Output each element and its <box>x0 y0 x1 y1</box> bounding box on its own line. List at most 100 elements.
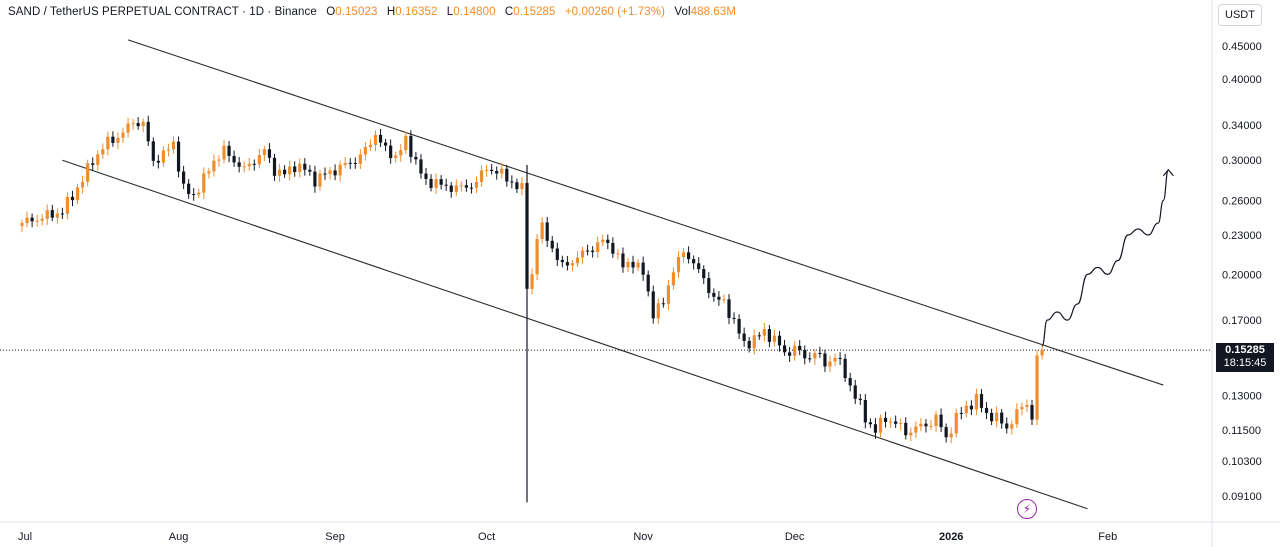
candle-body[interactable] <box>318 173 322 187</box>
candle-body[interactable] <box>45 210 49 219</box>
candle-body[interactable] <box>676 257 681 273</box>
candle-body[interactable] <box>464 185 468 188</box>
candle-body[interactable] <box>565 262 569 266</box>
candle-body[interactable] <box>762 329 766 336</box>
candle-body[interactable] <box>434 179 438 188</box>
candle-body[interactable] <box>262 149 266 156</box>
candle-body[interactable] <box>742 333 746 341</box>
candle-body[interactable] <box>515 182 519 190</box>
candle-body[interactable] <box>798 345 802 350</box>
candle-body[interactable] <box>924 423 928 427</box>
candle-body[interactable] <box>550 240 554 249</box>
candle-body[interactable] <box>414 156 418 160</box>
candle-body[interactable] <box>171 141 176 150</box>
candle-body[interactable] <box>505 168 509 182</box>
candle-body[interactable] <box>596 242 600 253</box>
candle-body[interactable] <box>404 135 408 151</box>
candle-body[interactable] <box>525 183 529 289</box>
candle-body[interactable] <box>692 259 696 264</box>
candle-body[interactable] <box>944 427 948 438</box>
candle-body[interactable] <box>363 147 367 155</box>
candle-body[interactable] <box>979 394 984 408</box>
candle-body[interactable] <box>803 349 807 359</box>
candle-body[interactable] <box>656 303 660 319</box>
candle-body[interactable] <box>894 421 898 424</box>
candle-body[interactable] <box>232 155 236 163</box>
candle-body[interactable] <box>419 159 423 174</box>
candle-body[interactable] <box>267 149 272 158</box>
candle-body[interactable] <box>671 272 676 286</box>
candle-body[interactable] <box>1005 423 1009 429</box>
candle-body[interactable] <box>313 171 317 187</box>
candle-body[interactable] <box>353 162 357 164</box>
candle-body[interactable] <box>1030 405 1034 420</box>
candle-body[interactable] <box>449 185 453 192</box>
candle-body[interactable] <box>384 142 388 146</box>
candle-body[interactable] <box>106 136 110 150</box>
candle-body[interactable] <box>207 171 211 174</box>
candle-body[interactable] <box>469 187 474 189</box>
candle-body[interactable] <box>187 183 191 195</box>
candle-body[interactable] <box>520 183 524 190</box>
lower-channel-line[interactable] <box>62 159 1088 510</box>
candle-body[interactable] <box>101 149 105 155</box>
candle-body[interactable] <box>681 252 686 258</box>
candle-body[interactable] <box>687 252 691 260</box>
lightning-icon[interactable]: ⚡ <box>1017 499 1037 519</box>
candle-body[interactable] <box>55 213 59 218</box>
candle-body[interactable] <box>646 274 650 292</box>
candle-body[interactable] <box>358 154 362 164</box>
candle-body[interactable] <box>303 163 307 170</box>
candle-body[interactable] <box>757 335 761 337</box>
candle-body[interactable] <box>136 123 140 127</box>
candle-body[interactable] <box>399 150 403 156</box>
candle-body[interactable] <box>50 210 54 218</box>
candle-body[interactable] <box>777 335 782 346</box>
candle-body[interactable] <box>212 160 216 172</box>
candle-body[interactable] <box>368 144 373 148</box>
candle-body[interactable] <box>1035 355 1039 420</box>
candle-body[interactable] <box>277 169 282 176</box>
candle-body[interactable] <box>969 405 973 410</box>
candle-body[interactable] <box>495 170 499 174</box>
candle-body[interactable] <box>283 169 287 175</box>
candle-body[interactable] <box>227 145 231 156</box>
candle-body[interactable] <box>394 155 398 158</box>
candle-body[interactable] <box>182 171 186 184</box>
candle-body[interactable] <box>30 217 34 222</box>
candle-body[interactable] <box>914 426 918 433</box>
candle-body[interactable] <box>1010 424 1014 429</box>
candle-body[interactable] <box>166 149 171 151</box>
candle-body[interactable] <box>126 123 130 133</box>
candle-body[interactable] <box>974 394 979 410</box>
candle-body[interactable] <box>782 345 787 353</box>
candle-body[interactable] <box>722 299 726 301</box>
candle-body[interactable] <box>479 170 484 183</box>
candle-body[interactable] <box>444 184 448 186</box>
candle-body[interactable] <box>853 385 857 399</box>
candle-body[interactable] <box>81 181 85 188</box>
candle-body[interactable] <box>661 303 665 305</box>
candle-body[interactable] <box>717 296 721 300</box>
candle-body[interactable] <box>1040 350 1044 356</box>
candle-body[interactable] <box>535 238 539 275</box>
candle-body[interactable] <box>202 173 206 193</box>
candle-body[interactable] <box>96 154 100 165</box>
candle-body[interactable] <box>995 412 999 422</box>
candle-body[interactable] <box>651 291 655 319</box>
candle-body[interactable] <box>828 361 832 367</box>
candle-body[interactable] <box>252 163 256 165</box>
candle-body[interactable] <box>530 274 534 289</box>
candle-body[interactable] <box>767 329 771 342</box>
candle-body[interactable] <box>666 285 670 304</box>
candle-body[interactable] <box>808 358 812 360</box>
candle-body[interactable] <box>616 253 620 255</box>
candle-body[interactable] <box>984 407 989 413</box>
candle-body[interactable] <box>338 164 342 176</box>
candle-body[interactable] <box>424 173 428 179</box>
candle-body[interactable] <box>964 405 968 414</box>
candle-body[interactable] <box>1020 407 1024 410</box>
candle-body[interactable] <box>772 335 777 342</box>
candle-body[interactable] <box>868 422 872 425</box>
candle-body[interactable] <box>65 196 70 214</box>
